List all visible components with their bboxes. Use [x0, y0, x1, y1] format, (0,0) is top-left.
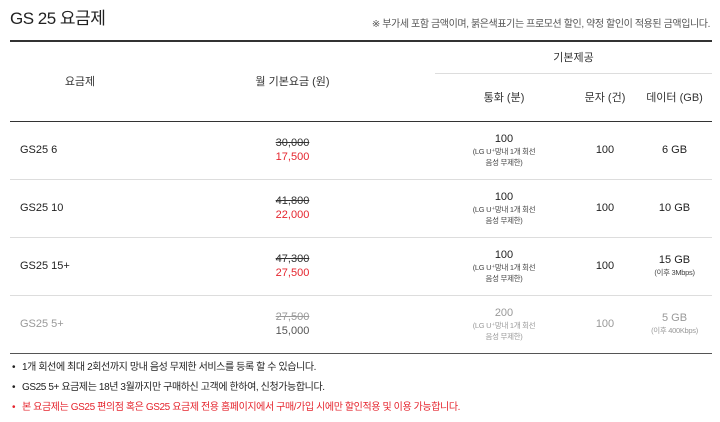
- call-note: 음성 무제한): [485, 273, 523, 283]
- data-cell: 10 GB: [637, 179, 713, 238]
- sms-count: 100: [573, 121, 637, 180]
- call-note: (LG U⁺망내 1개 회선: [472, 262, 536, 272]
- original-price: 41,800: [275, 195, 310, 207]
- call-cell: 100 (LG U⁺망내 1개 회선 음성 무제한): [435, 237, 573, 296]
- header-call: 통화 (분): [435, 72, 573, 122]
- page-title: GS 25 요금제: [10, 9, 106, 28]
- data-note: (이후 3Mbps): [654, 268, 695, 277]
- plan-name: GS25 6: [10, 121, 150, 180]
- discount-price: 27,500: [275, 267, 310, 279]
- discount-price: 17,500: [275, 151, 310, 163]
- call-cell: 100 (LG U⁺망내 1개 회선 음성 무제한): [435, 121, 573, 180]
- discount-price: 22,000: [275, 209, 310, 221]
- data-amount: 5 GB: [661, 312, 688, 324]
- call-cell: 100 (LG U⁺망내 1개 회선 음성 무제한): [435, 179, 573, 238]
- price-cell: 41,800 22,000: [150, 179, 435, 238]
- table-row: GS25 6 30,000 17,500 100 (LG U⁺망내 1개 회선 …: [10, 121, 713, 180]
- call-note: (LG U⁺망내 1개 회선: [472, 204, 536, 214]
- header-sms: 문자 (건): [573, 72, 637, 122]
- header-basic-provided: 기본제공: [553, 52, 594, 65]
- sms-count: 100: [573, 179, 637, 238]
- table-row: GS25 15+ 47,300 27,500 100 (LG U⁺망내 1개 회…: [10, 237, 713, 296]
- call-minutes: 100: [494, 190, 514, 203]
- plan-name: GS25 15+: [10, 237, 150, 296]
- list-item: 1개 회선에 최대 2회선까지 망내 음성 무제한 서비스를 등록 할 수 있습…: [12, 358, 460, 378]
- data-amount: 10 GB: [658, 201, 691, 214]
- call-note: 음성 무제한): [485, 157, 523, 167]
- call-minutes: 100: [494, 132, 514, 145]
- plan-table: 요금제 월 기본요금 (원) 기본제공 통화 (분) 문자 (건) 데이터 (G…: [10, 40, 713, 354]
- original-price: 30,000: [275, 137, 310, 149]
- data-cell: 6 GB: [637, 121, 713, 180]
- header-plan: 요금제: [10, 41, 150, 122]
- data-cell: 15 GB (이후 3Mbps): [637, 237, 713, 296]
- sms-count: 100: [573, 295, 637, 354]
- price-cell: 27,500 15,000: [150, 295, 435, 354]
- list-item: GS25 5+ 요금제는 18년 3월까지만 구매하신 고객에 한하여, 신청가…: [12, 378, 460, 398]
- sms-count: 100: [573, 237, 637, 296]
- notes-list: 1개 회선에 최대 2회선까지 망내 음성 무제한 서비스를 등록 할 수 있습…: [12, 358, 460, 418]
- call-minutes: 200: [494, 306, 514, 319]
- table-row: GS25 5+ 27,500 15,000 200 (LG U⁺망내 1개 회선…: [10, 295, 713, 354]
- original-price: 47,300: [275, 253, 310, 265]
- original-price: 27,500: [275, 311, 310, 323]
- call-minutes: 100: [494, 248, 514, 261]
- data-amount: 6 GB: [661, 143, 688, 156]
- plan-name: GS25 5+: [10, 295, 150, 354]
- call-note: (LG U⁺망내 1개 회선: [472, 146, 536, 156]
- data-note: (이후 400Kbps): [651, 326, 698, 335]
- call-note: 음성 무제한): [485, 215, 523, 225]
- call-note: (LG U⁺망내 1개 회선: [472, 320, 536, 330]
- list-item: 본 요금제는 GS25 편의점 혹은 GS25 요금제 전용 홈페이지에서 구매…: [12, 398, 460, 418]
- table-row: GS25 10 41,800 22,000 100 (LG U⁺망내 1개 회선…: [10, 179, 713, 238]
- header-monthly-fee: 월 기본요금 (원): [150, 41, 435, 122]
- data-cell: 5 GB (이후 400Kbps): [637, 295, 713, 354]
- price-cell: 30,000 17,500: [150, 121, 435, 180]
- price-notice: ※ 부가세 포함 금액이며, 붉은색표기는 프로모션 할인, 약정 할인이 적용…: [371, 19, 711, 30]
- data-amount: 15 GB: [658, 254, 691, 266]
- price-cell: 47,300 27,500: [150, 237, 435, 296]
- call-note: 음성 무제한): [485, 331, 523, 341]
- discount-price: 15,000: [275, 325, 310, 337]
- plan-name: GS25 10: [10, 179, 150, 238]
- call-cell: 200 (LG U⁺망내 1개 회선 음성 무제한): [435, 295, 573, 354]
- header-data: 데이터 (GB): [637, 72, 713, 122]
